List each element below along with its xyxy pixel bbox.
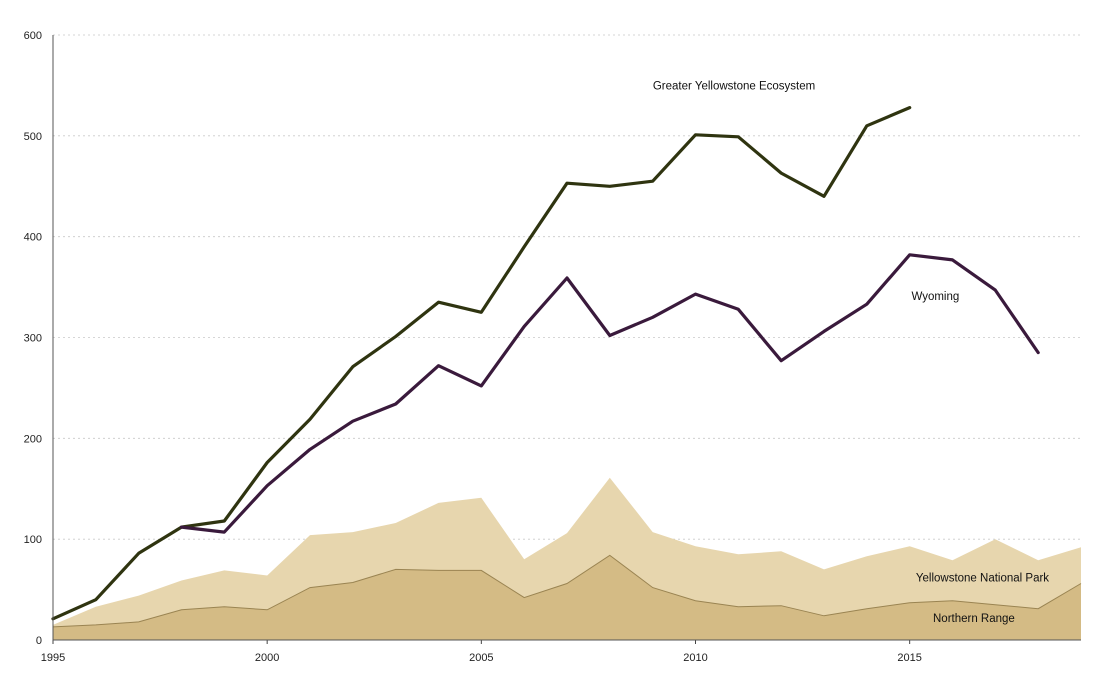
y-tick-label: 0: [36, 635, 42, 647]
line-series: [51, 106, 1040, 621]
x-tick-label: 2000: [255, 652, 279, 664]
axes: 0 100 200 300 400 500 600 1995 2000 2005 2010 2015: [24, 30, 1081, 664]
northern-range-outline: [52, 554, 1082, 628]
series-labels: Yellowstone National Park Northern Range G…: [653, 80, 1049, 624]
x-tick-label: 1995: [41, 652, 65, 664]
x-tick-label: 2010: [683, 652, 707, 664]
gridlines: [53, 34, 1081, 540]
northern-range-area: [53, 555, 1081, 640]
area-series: [52, 477, 1082, 640]
wyoming-line: [179, 253, 1040, 534]
x-tick-label: 2015: [897, 652, 921, 664]
y-tick-label: 400: [24, 232, 42, 244]
y-tick-label: 300: [24, 333, 42, 345]
greater-yellowstone-ecosystem-line: [51, 106, 912, 621]
y-tick-label: 500: [24, 131, 42, 143]
northern-range-label: Northern Range: [933, 613, 1015, 625]
y-tick-label: 100: [24, 534, 42, 546]
y-tick-label: 200: [24, 433, 42, 445]
wyoming-label: Wyoming: [911, 291, 959, 303]
greater-yellowstone-ecosystem-label: Greater Yellowstone Ecosystem: [653, 80, 815, 92]
yellowstone-national-park-label: Yellowstone National Park: [916, 573, 1049, 585]
y-tick-label: 600: [24, 30, 42, 42]
x-tick-label: 2005: [469, 652, 493, 664]
